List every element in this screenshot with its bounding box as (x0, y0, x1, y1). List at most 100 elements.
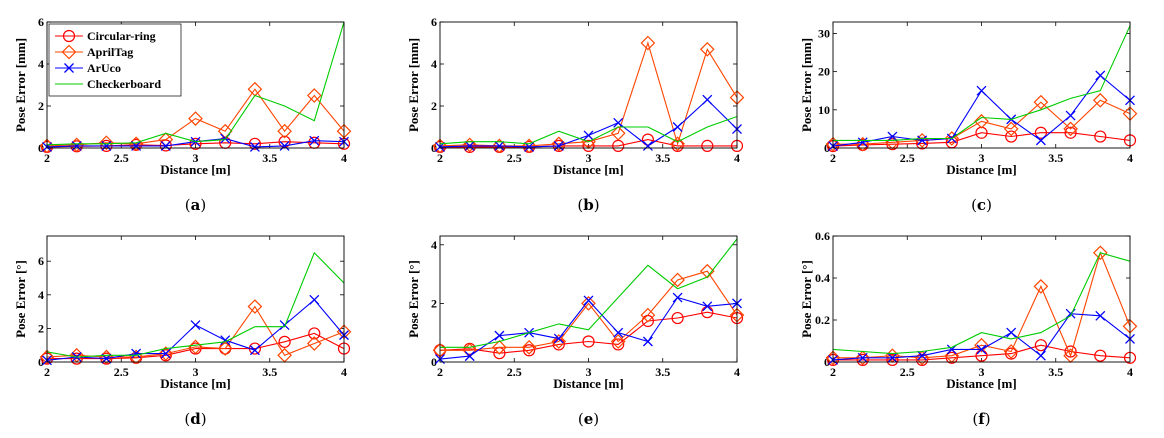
y-tick-label: 2 (431, 99, 437, 113)
data-point (1034, 126, 1048, 139)
data-point (613, 327, 624, 338)
x-tick-label: 2 (830, 365, 836, 379)
series-line (440, 139, 737, 148)
data-point (1095, 70, 1106, 81)
y-tick-label: 20 (818, 65, 830, 79)
data-point (1095, 310, 1106, 321)
data-point (248, 137, 261, 150)
caption-letter: c (977, 196, 986, 214)
data-point (188, 111, 203, 126)
data-point (277, 123, 292, 139)
legend-entry: AprilTag (87, 45, 133, 59)
data-point (521, 340, 537, 355)
data-point (158, 346, 174, 361)
y-tick-label: 0.6 (815, 229, 830, 243)
series-checkerboard (46, 251, 345, 358)
y-tick-label: 0 (824, 355, 830, 369)
data-point (974, 113, 989, 129)
series-line (833, 344, 1131, 361)
series-line (833, 251, 1131, 359)
data-point (701, 139, 714, 152)
data-point (640, 307, 656, 323)
data-point (976, 85, 987, 96)
data-point (1033, 279, 1049, 294)
caption-close: ) (985, 410, 991, 428)
data-point (642, 336, 653, 347)
caption-letter: f (978, 410, 986, 428)
panel-caption: (a) (185, 196, 206, 214)
x-tick-label: 4 (734, 365, 740, 379)
data-point (71, 140, 82, 151)
panel-caption: (c) (971, 196, 992, 214)
data-point (915, 353, 929, 366)
data-point (160, 140, 171, 151)
data-point (1064, 126, 1077, 139)
legend-entry: Circular-ring (87, 29, 156, 43)
data-point (308, 327, 321, 340)
data-point (99, 135, 114, 151)
x-tick-label: 3 (979, 365, 985, 379)
x-tick-label: 2.5 (900, 365, 915, 379)
x-tick-label: 3.5 (655, 151, 670, 165)
data-point (974, 337, 989, 353)
caption-open: ( (185, 196, 191, 214)
data-point (610, 125, 626, 141)
y-tick-label: 4 (38, 57, 44, 71)
data-point (249, 345, 260, 356)
data-point (887, 352, 898, 363)
x-tick-label: 4 (341, 151, 347, 165)
x-axis-label: Distance [m] (160, 162, 230, 177)
data-point (306, 336, 322, 351)
caption-close: ) (593, 410, 599, 428)
y-tick-label: 30 (818, 26, 830, 40)
caption-close: ) (201, 410, 207, 428)
plot-frame (439, 235, 738, 363)
data-point (917, 135, 928, 146)
legend-marker (64, 63, 74, 73)
data-point (583, 130, 594, 141)
data-point (886, 138, 899, 151)
legend-marker (61, 44, 77, 60)
y-tick-label: 6 (38, 254, 44, 268)
x-tick-label: 2.5 (114, 151, 129, 165)
series-line (439, 296, 738, 360)
data-point (553, 333, 564, 344)
x-tick-label: 3.5 (262, 365, 277, 379)
caption-open: ( (577, 196, 583, 214)
caption-open: ( (971, 196, 977, 214)
data-point (670, 136, 685, 152)
series-line (46, 88, 345, 147)
panel-caption: (e) (578, 410, 599, 428)
data-point (494, 140, 505, 151)
data-point (492, 340, 507, 355)
x-axis-label: Distance [m] (946, 376, 1016, 391)
data-point (915, 137, 929, 150)
y-tick-label: 0.4 (815, 271, 830, 285)
panel-caption: (b) (577, 196, 599, 214)
plot-frame (439, 21, 738, 149)
data-point (131, 348, 142, 359)
series-line (47, 332, 345, 360)
series-circular-ring (433, 306, 744, 360)
y-axis-label: Pose Error [°] (406, 260, 421, 338)
data-point (671, 139, 684, 152)
data-point (190, 320, 201, 330)
data-point (855, 350, 871, 366)
series-checkerboard (439, 115, 738, 145)
panel-caption: (f) (972, 410, 990, 428)
series-apriltag (39, 299, 352, 365)
caption-letter: d (190, 410, 201, 428)
y-tick-label: 4 (38, 288, 44, 302)
plot-frame (46, 21, 345, 149)
x-tick-label: 3.5 (262, 151, 277, 165)
data-point (217, 341, 233, 356)
y-axis-label: Pose Error [mm] (799, 38, 814, 132)
data-point (857, 352, 868, 363)
series-line (46, 21, 345, 146)
data-point (69, 137, 85, 153)
data-point (671, 311, 684, 325)
y-tick-label: 2 (38, 99, 44, 113)
y-tick-label: 2 (431, 296, 437, 310)
plot-frame (46, 235, 345, 363)
data-point (279, 140, 290, 151)
